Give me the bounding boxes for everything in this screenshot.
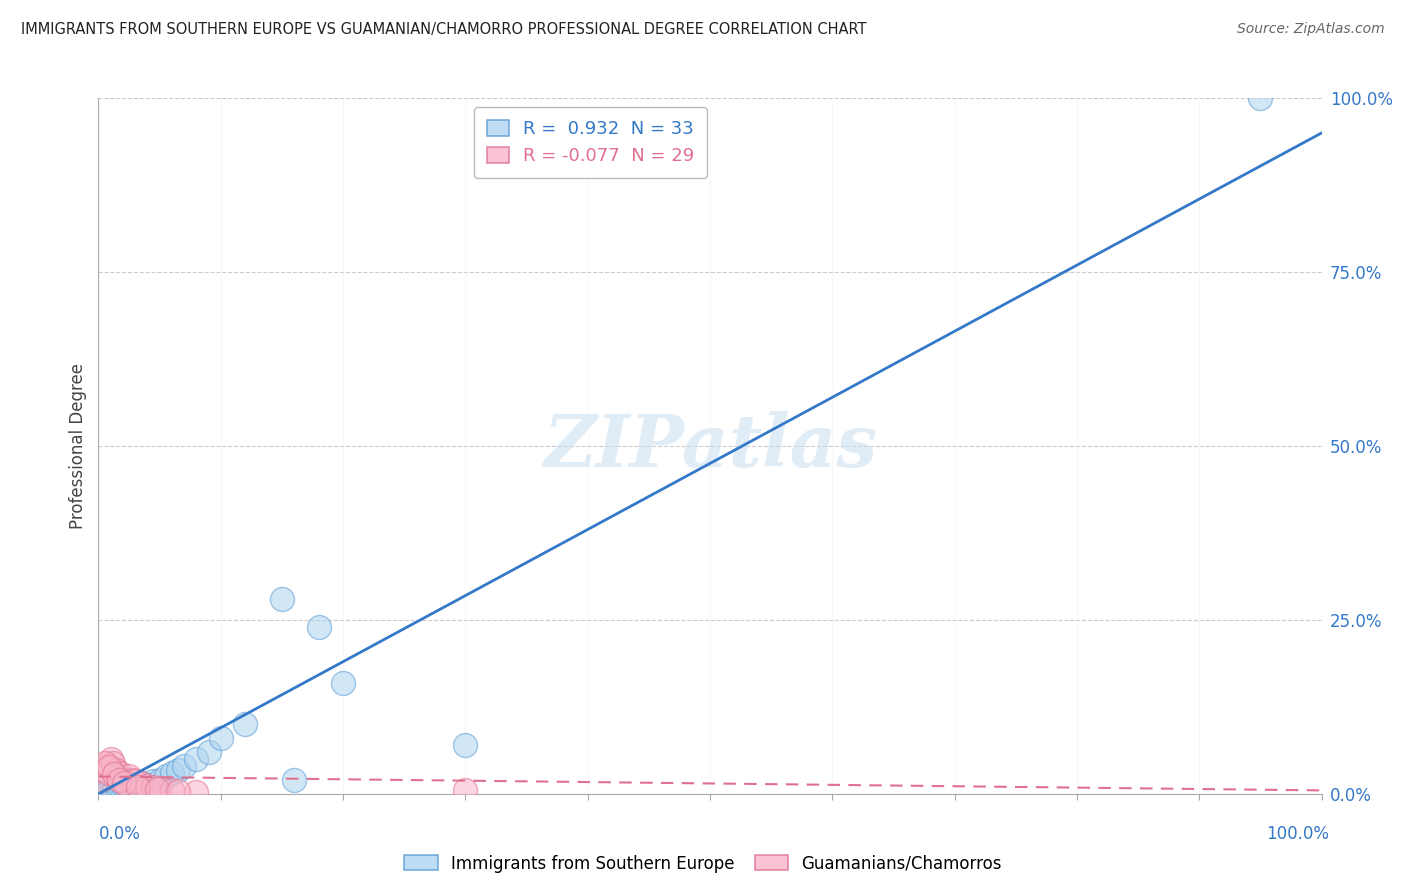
Point	[118, 769, 141, 784]
Point	[107, 769, 129, 784]
Point	[128, 780, 150, 794]
Point	[149, 781, 172, 796]
Point	[173, 759, 195, 773]
Point	[160, 766, 183, 780]
Point	[131, 776, 153, 790]
Point	[101, 782, 124, 797]
Point	[90, 772, 112, 787]
Point	[124, 779, 146, 793]
Point	[155, 769, 177, 784]
Point	[115, 783, 138, 797]
Point	[98, 783, 121, 797]
Point	[233, 717, 256, 731]
Point	[118, 780, 141, 794]
Point	[91, 785, 114, 799]
Point	[104, 763, 127, 777]
Point	[100, 752, 122, 766]
Point	[1250, 91, 1272, 105]
Point	[121, 772, 143, 787]
Point	[101, 756, 124, 770]
Point	[454, 738, 477, 752]
Point	[111, 772, 134, 787]
Point	[283, 772, 305, 787]
Point	[270, 592, 294, 607]
Point	[136, 779, 159, 793]
Point	[93, 756, 115, 770]
Point	[142, 780, 165, 794]
Text: IMMIGRANTS FROM SOUTHERN EUROPE VS GUAMANIAN/CHAMORRO PROFESSIONAL DEGREE CORREL: IMMIGRANTS FROM SOUTHERN EUROPE VS GUAMA…	[21, 22, 866, 37]
Point	[121, 781, 143, 796]
Point	[186, 785, 208, 799]
Point	[98, 760, 121, 774]
Point	[108, 782, 131, 797]
Point	[108, 772, 131, 787]
Point	[146, 782, 169, 797]
Point	[112, 776, 135, 790]
Point	[114, 776, 136, 790]
Point	[197, 745, 219, 759]
Point	[186, 752, 208, 766]
Point	[149, 772, 172, 787]
Text: 0.0%: 0.0%	[98, 825, 141, 843]
Point	[124, 774, 146, 789]
Point	[454, 783, 477, 797]
Point	[111, 782, 134, 797]
Text: 100.0%: 100.0%	[1265, 825, 1329, 843]
Point	[110, 766, 132, 780]
Point	[97, 766, 120, 780]
Point	[136, 778, 159, 792]
Legend: R =  0.932  N = 33, R = -0.077  N = 29: R = 0.932 N = 33, R = -0.077 N = 29	[474, 107, 707, 178]
Text: Source: ZipAtlas.com: Source: ZipAtlas.com	[1237, 22, 1385, 37]
Text: ZIPatlas: ZIPatlas	[543, 410, 877, 482]
Point	[332, 675, 354, 690]
Point	[94, 759, 117, 773]
Point	[167, 763, 190, 777]
Y-axis label: Professional Degree: Professional Degree	[69, 363, 87, 529]
Point	[103, 767, 125, 781]
Point	[127, 780, 149, 794]
Point	[105, 783, 128, 797]
Point	[91, 763, 114, 777]
Point	[93, 784, 115, 798]
Point	[96, 785, 118, 799]
Point	[160, 783, 183, 797]
Point	[129, 776, 152, 790]
Point	[142, 774, 165, 789]
Point	[112, 781, 135, 796]
Point	[167, 784, 190, 798]
Point	[209, 731, 232, 746]
Point	[308, 620, 330, 634]
Point	[103, 784, 125, 798]
Legend: Immigrants from Southern Europe, Guamanians/Chamorros: Immigrants from Southern Europe, Guamani…	[398, 848, 1008, 880]
